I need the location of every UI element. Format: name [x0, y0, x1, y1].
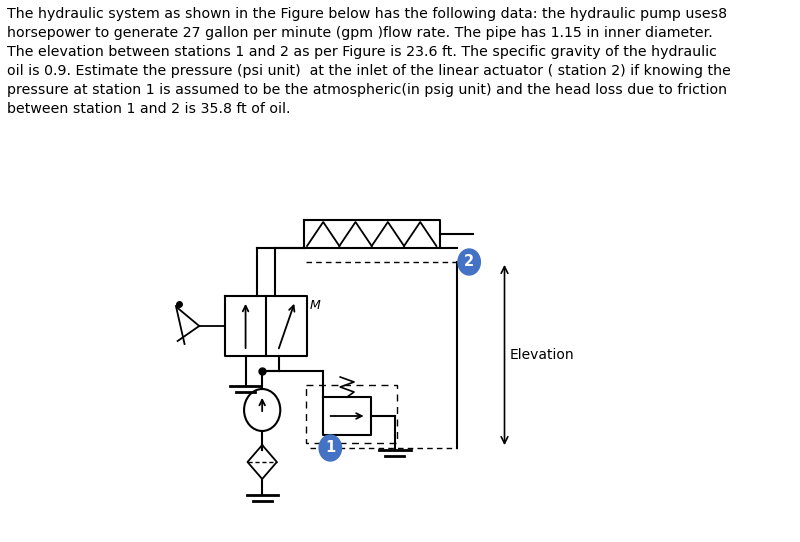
Circle shape [458, 249, 480, 275]
Text: 2: 2 [464, 255, 474, 269]
Text: The hydraulic system as shown in the Figure below has the following data: the hy: The hydraulic system as shown in the Fig… [7, 7, 730, 116]
Text: M: M [310, 299, 320, 312]
Text: Elevation: Elevation [510, 348, 574, 362]
Text: 1: 1 [325, 441, 335, 455]
Circle shape [319, 435, 342, 461]
